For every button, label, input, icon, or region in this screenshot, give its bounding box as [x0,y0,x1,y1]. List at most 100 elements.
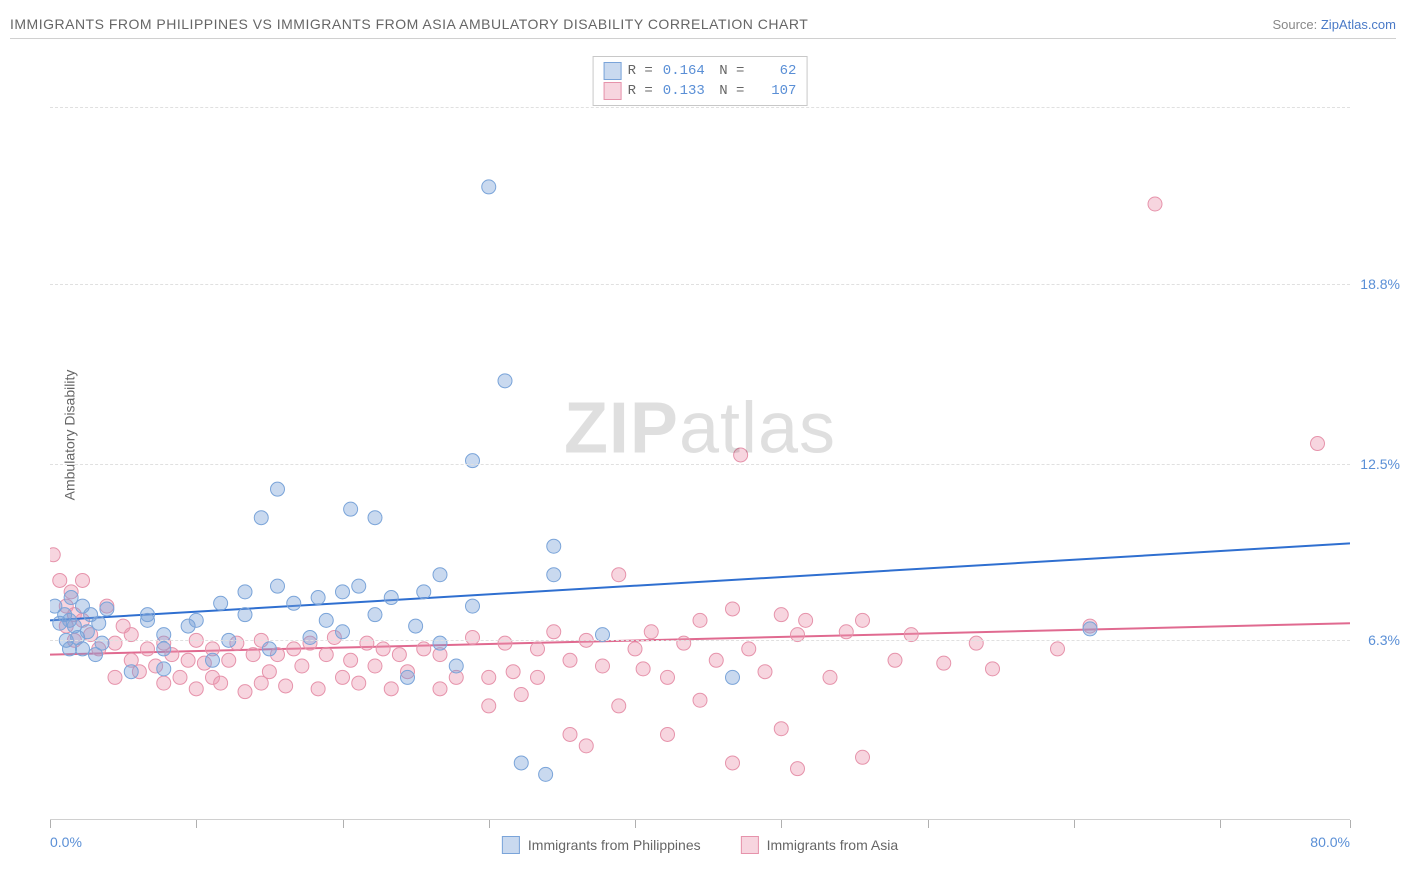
scatter-point-ph [319,613,333,627]
scatter-point-ph [466,454,480,468]
x-tick-label: 0.0% [50,834,82,850]
scatter-point-asia [50,548,60,562]
x-tick-mark [1350,820,1351,828]
scatter-point-asia [173,670,187,684]
scatter-point-asia [628,642,642,656]
title-bar: IMMIGRANTS FROM PHILIPPINES VS IMMIGRANT… [10,10,1396,39]
scatter-point-asia [839,625,853,639]
legend-item-asia: Immigrants from Asia [741,836,898,854]
y-tick-label: 12.5% [1352,456,1400,472]
scatter-point-asia [547,625,561,639]
scatter-point-asia [108,670,122,684]
scatter-point-ph [238,608,252,622]
scatter-point-asia [612,568,626,582]
x-tick-label: 80.0% [1310,834,1350,850]
x-tick-mark [343,820,344,828]
x-tick-mark [1074,820,1075,828]
scatter-point-asia [514,688,528,702]
scatter-point-asia [433,682,447,696]
scatter-point-asia [823,670,837,684]
scatter-point-asia [360,636,374,650]
scatter-point-asia [644,625,658,639]
x-tick-mark [781,820,782,828]
scatter-point-asia [693,693,707,707]
scatter-point-ph [336,625,350,639]
scatter-point-asia [799,613,813,627]
scatter-point-asia [579,739,593,753]
legend-label-asia: Immigrants from Asia [767,837,898,853]
scatter-point-ph [466,599,480,613]
scatter-point-ph [238,585,252,599]
swatch-ph-icon [604,62,622,80]
scatter-point-asia [279,679,293,693]
scatter-point-ph [417,585,431,599]
scatter-point-asia [498,636,512,650]
scatter-point-asia [344,653,358,667]
scatter-point-ph [287,596,301,610]
scatter-point-asia [189,682,203,696]
scatter-point-asia [563,653,577,667]
scatter-point-asia [661,727,675,741]
source-link[interactable]: ZipAtlas.com [1321,17,1396,32]
scatter-point-ph [409,619,423,633]
stats-legend-row-asia: R = 0.133 N = 107 [604,81,797,101]
swatch-asia-icon [741,836,759,854]
scatter-point-asia [726,602,740,616]
y-tick-label: 18.8% [1352,276,1400,292]
trend-line-asia [50,623,1350,654]
scatter-point-ph [449,659,463,673]
scatter-point-asia [726,756,740,770]
scatter-point-ph [141,608,155,622]
scatter-point-asia [214,676,228,690]
scatter-point-ph [433,636,447,650]
y-tick-label: 6.3% [1352,632,1400,648]
scatter-point-asia [563,727,577,741]
scatter-point-ph [214,596,228,610]
scatter-point-asia [636,662,650,676]
scatter-point-asia [262,665,276,679]
gridline [50,107,1350,108]
scatter-point-ph [336,585,350,599]
stat-R-asia: 0.133 [659,81,705,101]
scatter-point-asia [181,653,195,667]
scatter-point-asia [466,630,480,644]
scatter-point-asia [482,699,496,713]
x-tick-mark [50,820,51,828]
scatter-point-ph [498,374,512,388]
scatter-point-ph [539,767,553,781]
scatter-point-asia [1051,642,1065,656]
scatter-point-ph [271,482,285,496]
scatter-point-asia [417,642,431,656]
scatter-point-ph [384,591,398,605]
scatter-point-asia [856,750,870,764]
scatter-point-asia [108,636,122,650]
scatter-point-ph [92,616,106,630]
scatter-point-ph [100,602,114,616]
scatter-point-asia [157,676,171,690]
scatter-point-asia [1311,437,1325,451]
scatter-point-asia [937,656,951,670]
scatter-point-asia [368,659,382,673]
scatter-point-ph [368,511,382,525]
scatter-point-asia [677,636,691,650]
scatter-point-ph [547,539,561,553]
scatter-point-ph [368,608,382,622]
scatter-layer [50,50,1350,820]
scatter-point-ph [271,579,285,593]
scatter-point-asia [734,448,748,462]
scatter-point-asia [246,648,260,662]
gridline [50,640,1350,641]
swatch-asia-icon [604,82,622,100]
scatter-point-ph [157,642,171,656]
x-tick-mark [489,820,490,828]
scatter-point-ph [482,180,496,194]
gridline [50,284,1350,285]
scatter-point-ph [1083,622,1097,636]
scatter-point-asia [295,659,309,673]
stat-N-ph: 62 [750,61,796,81]
scatter-point-asia [774,608,788,622]
scatter-point-ph [254,511,268,525]
scatter-point-asia [287,642,301,656]
scatter-point-asia [1148,197,1162,211]
scatter-point-ph [514,756,528,770]
